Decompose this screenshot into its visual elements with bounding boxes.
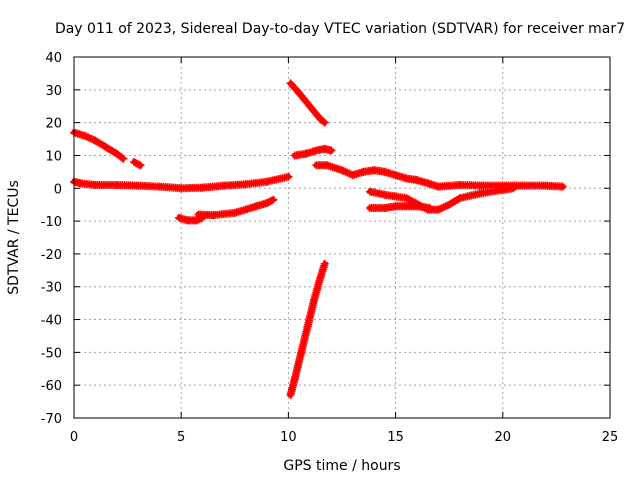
y-tick-label: -30 — [41, 281, 62, 296]
y-axis-label: SDTVAR / TECUs — [6, 180, 22, 295]
y-tick-label: -40 — [41, 314, 62, 329]
data-point — [134, 160, 143, 169]
data-point — [118, 153, 126, 162]
y-tick-label: 30 — [45, 84, 62, 99]
data-point — [87, 135, 96, 143]
data-point — [438, 204, 447, 212]
data-point — [454, 195, 463, 204]
y-tick-label: -70 — [41, 412, 62, 427]
data-point — [441, 202, 450, 211]
y-tick-label: -50 — [41, 346, 62, 361]
data-point — [509, 184, 518, 193]
x-tick-label: 10 — [280, 430, 297, 445]
data-point — [327, 146, 336, 155]
chart-title: Day 011 of 2023, Sidereal Day-to-day VTE… — [55, 21, 625, 37]
data-point — [320, 259, 329, 268]
series-arc-baseline-morning — [70, 172, 293, 193]
y-tick-label: 0 — [54, 182, 62, 197]
x-tick-label: 25 — [602, 430, 619, 445]
data-point — [439, 203, 448, 212]
series-arc-negative-rising — [194, 195, 278, 220]
y-tick-label: -10 — [41, 215, 62, 230]
data-point — [341, 167, 350, 176]
data-point — [319, 117, 328, 126]
data-point — [558, 182, 567, 191]
data-point — [269, 195, 278, 204]
axis-ticks: 0 5 10 15 20 25 -70 -60 -50 -40 -30 -20 -10 0 10 20 30 40 — [41, 51, 619, 445]
x-tick-label: 15 — [387, 430, 404, 445]
x-axis-label: GPS time / hours — [283, 458, 400, 474]
series-arc-early-descending — [70, 128, 128, 163]
y-tick-label: 10 — [45, 149, 62, 164]
data-point — [338, 166, 346, 175]
series-arc-dip-and-rise — [365, 184, 518, 214]
y-tick-label: 40 — [45, 51, 62, 66]
data-point — [86, 134, 95, 143]
data-point — [434, 205, 443, 214]
data-point — [320, 118, 329, 127]
data-point — [339, 167, 348, 175]
y-tick-label: -60 — [41, 379, 62, 394]
y-tick-label: 20 — [45, 117, 62, 132]
data-point — [284, 172, 293, 181]
x-tick-label: 5 — [177, 430, 185, 445]
data-point — [345, 169, 354, 178]
data-point — [267, 196, 276, 205]
data-point — [343, 168, 352, 177]
data-series — [70, 79, 567, 399]
x-tick-label: 20 — [495, 430, 512, 445]
x-tick-label: 0 — [70, 430, 78, 445]
data-point — [136, 161, 145, 170]
series-arc-high-descending — [286, 79, 329, 127]
data-point — [82, 132, 91, 141]
data-point — [119, 154, 128, 163]
data-point — [84, 133, 93, 142]
data-point — [80, 131, 89, 140]
series-arc-low-rising — [286, 259, 329, 399]
plot-frame — [73, 56, 611, 419]
y-tick-label: -20 — [41, 248, 62, 263]
series-arc-early-tail — [130, 158, 145, 170]
data-point — [436, 204, 445, 213]
series-arc-plus-ten — [290, 144, 336, 160]
